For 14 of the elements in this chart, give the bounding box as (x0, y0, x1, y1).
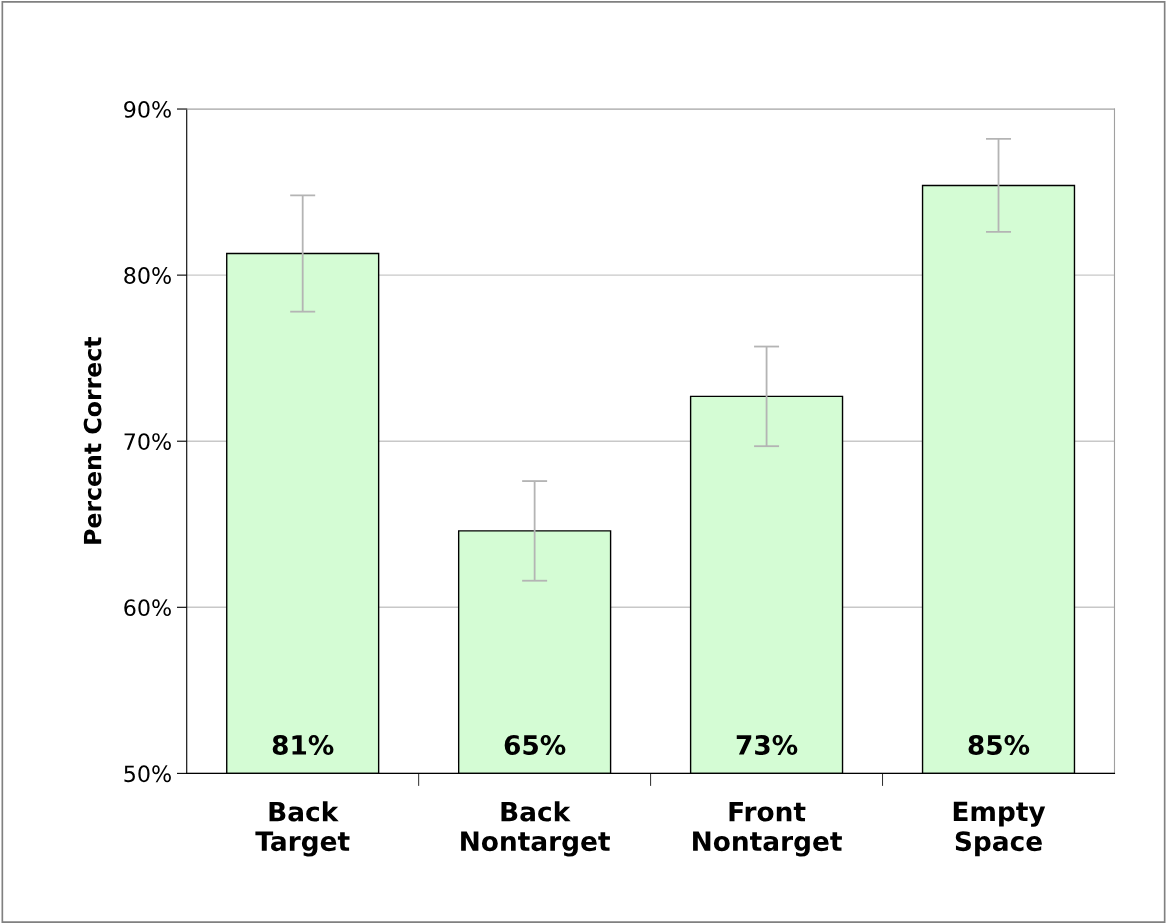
y-tick-label: 50% (124, 765, 171, 783)
data-label: 73% (736, 735, 798, 755)
y-tick-label: 60% (124, 599, 171, 617)
y-tick-label: 70% (124, 433, 171, 450)
y-axis-title: Percent Correct (83, 337, 102, 544)
y-tick-label: 80% (124, 267, 171, 284)
y-tick-label: 90% (124, 100, 171, 118)
data-label: 65% (504, 735, 566, 755)
x-tick-label: Back Nontarget (461, 801, 610, 857)
data-label: 85% (968, 735, 1030, 755)
x-tick-label: Front Nontarget (693, 801, 842, 857)
data-label: 81% (272, 735, 334, 755)
x-tick-label: Back Target (255, 801, 350, 857)
x-tick-label: Empty Space (953, 801, 1046, 857)
